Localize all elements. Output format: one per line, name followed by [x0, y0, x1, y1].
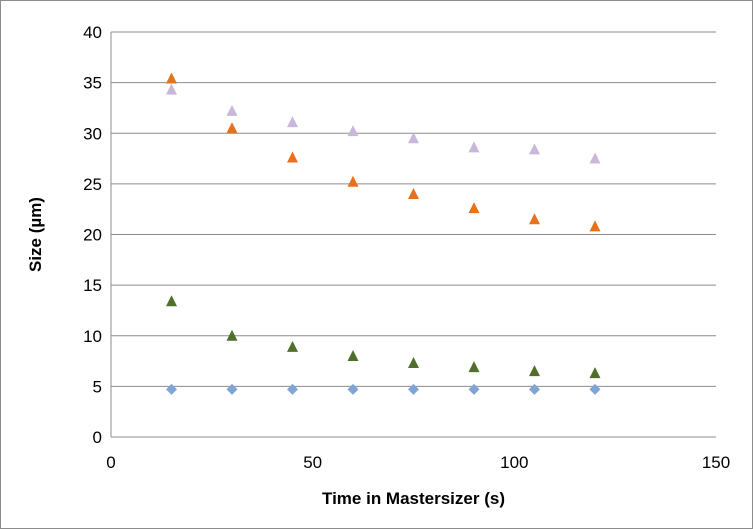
- tick-labels: 0 5 10 15 20 25 30 35 40 0 50 100 150: [83, 23, 730, 472]
- data-point-s2-5: [408, 357, 419, 369]
- data-point-s4-5: [408, 132, 419, 144]
- y-axis-title: Size (µm): [26, 197, 45, 272]
- y-tick-label-10: 10: [83, 327, 102, 346]
- data-point-s2-8: [589, 367, 601, 379]
- data-point-s1-3: [287, 383, 298, 395]
- data-point-s1-5: [408, 383, 419, 395]
- series-1: [166, 383, 601, 395]
- data-point-s3-4: [347, 175, 359, 187]
- data-point-s3-8: [589, 220, 601, 232]
- series-3: [166, 72, 601, 232]
- y-tick-label-15: 15: [83, 276, 102, 295]
- data-point-s2-2: [226, 329, 238, 341]
- data-point-s3-7: [529, 213, 540, 225]
- data-point-s1-7: [529, 383, 540, 395]
- data-point-s2-4: [347, 349, 359, 361]
- data-point-s1-8: [589, 383, 601, 395]
- y-tick-label-20: 20: [83, 226, 102, 245]
- x-tick-label-150: 150: [702, 453, 730, 472]
- x-tick-label-100: 100: [500, 453, 528, 472]
- data-point-s3-6: [468, 202, 480, 214]
- data-point-s2-1: [166, 295, 177, 307]
- data-point-s3-3: [287, 151, 298, 163]
- y-tick-label-5: 5: [93, 377, 102, 396]
- data-point-s1-2: [226, 383, 238, 395]
- series-4: [166, 83, 601, 164]
- gridlines: [111, 31, 716, 387]
- x-axis-title: Time in Mastersizer (s): [322, 489, 505, 508]
- data-series: [166, 72, 601, 395]
- data-point-s4-2: [226, 104, 238, 116]
- x-tick-label-0: 0: [106, 453, 115, 472]
- data-point-s3-5: [408, 187, 419, 199]
- y-tick-label-30: 30: [83, 124, 102, 143]
- data-point-s4-3: [287, 116, 298, 128]
- data-point-s1-4: [347, 383, 359, 395]
- data-point-s4-6: [468, 141, 480, 153]
- y-tick-label-35: 35: [83, 74, 102, 93]
- y-tick-label-25: 25: [83, 175, 102, 194]
- data-point-s4-4: [347, 125, 359, 137]
- data-point-s4-8: [589, 152, 601, 164]
- data-point-s3-1: [166, 72, 177, 84]
- y-tick-label-0: 0: [93, 428, 102, 447]
- data-point-s4-1: [166, 83, 177, 95]
- data-point-s3-2: [226, 122, 238, 134]
- data-point-s1-6: [468, 383, 480, 395]
- axes: [110, 32, 716, 438]
- series-2: [166, 295, 601, 379]
- x-tick-label-50: 50: [303, 453, 322, 472]
- data-point-s4-7: [529, 143, 540, 155]
- y-tick-label-40: 40: [83, 23, 102, 42]
- data-point-s2-6: [468, 361, 480, 373]
- data-point-s1-1: [166, 383, 177, 395]
- data-point-s2-3: [287, 340, 298, 352]
- data-point-s2-7: [529, 365, 540, 377]
